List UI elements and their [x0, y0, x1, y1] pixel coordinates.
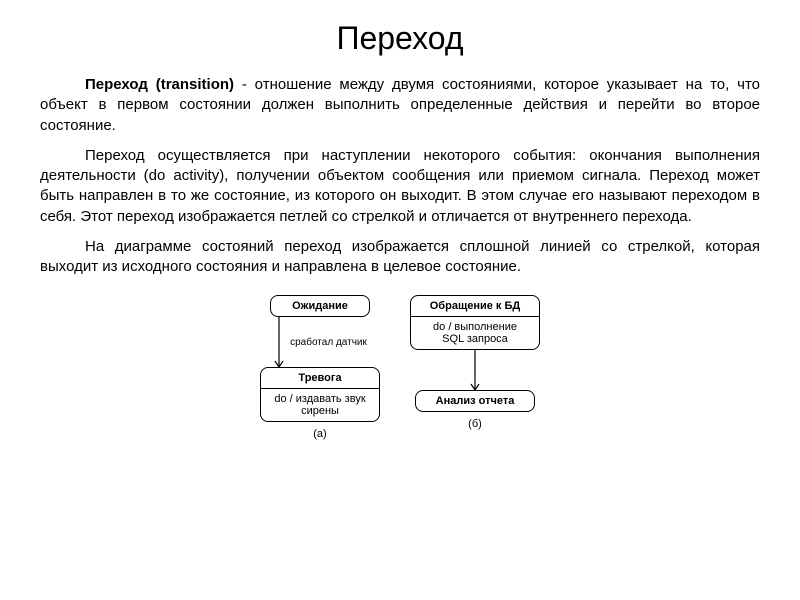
paragraph-2: Переход осуществляется при наступлении н… — [40, 146, 760, 227]
edge-label: сработал датчик — [290, 337, 367, 348]
state-diagram: Ожидание сработал датчик Тревога do / из… — [40, 295, 760, 440]
paragraph-1: Переход (transition) - отношение между д… — [40, 75, 760, 136]
state-body: do / выполнение SQL запроса — [411, 316, 539, 349]
transition-arrow-b — [469, 350, 481, 390]
state-header: Анализ отчета — [416, 391, 534, 411]
state-box-db: Обращение к БД do / выполнение SQL запро… — [410, 295, 540, 350]
state-box-alarm: Тревога do / издавать звук сирены — [260, 367, 380, 422]
arrow-down-icon — [273, 317, 285, 367]
state-body: do / издавать звук сирены — [261, 388, 379, 421]
state-box-waiting: Ожидание — [270, 295, 370, 317]
term-bold: Переход (transition) — [85, 76, 234, 93]
state-header: Тревога — [261, 368, 379, 388]
subfigure-label-b: (б) — [468, 418, 482, 430]
transition-arrow-a: сработал датчик — [273, 317, 367, 367]
diagram-column-a: Ожидание сработал датчик Тревога do / из… — [260, 295, 380, 440]
state-header: Обращение к БД — [411, 296, 539, 316]
arrow-down-icon — [469, 350, 481, 390]
state-box-report: Анализ отчета — [415, 390, 535, 412]
state-header: Ожидание — [271, 296, 369, 316]
diagram-column-b: Обращение к БД do / выполнение SQL запро… — [410, 295, 540, 440]
page-title: Переход — [40, 20, 760, 57]
subfigure-label-a: (а) — [313, 428, 326, 440]
paragraph-3: На диаграмме состояний переход изображае… — [40, 237, 760, 278]
